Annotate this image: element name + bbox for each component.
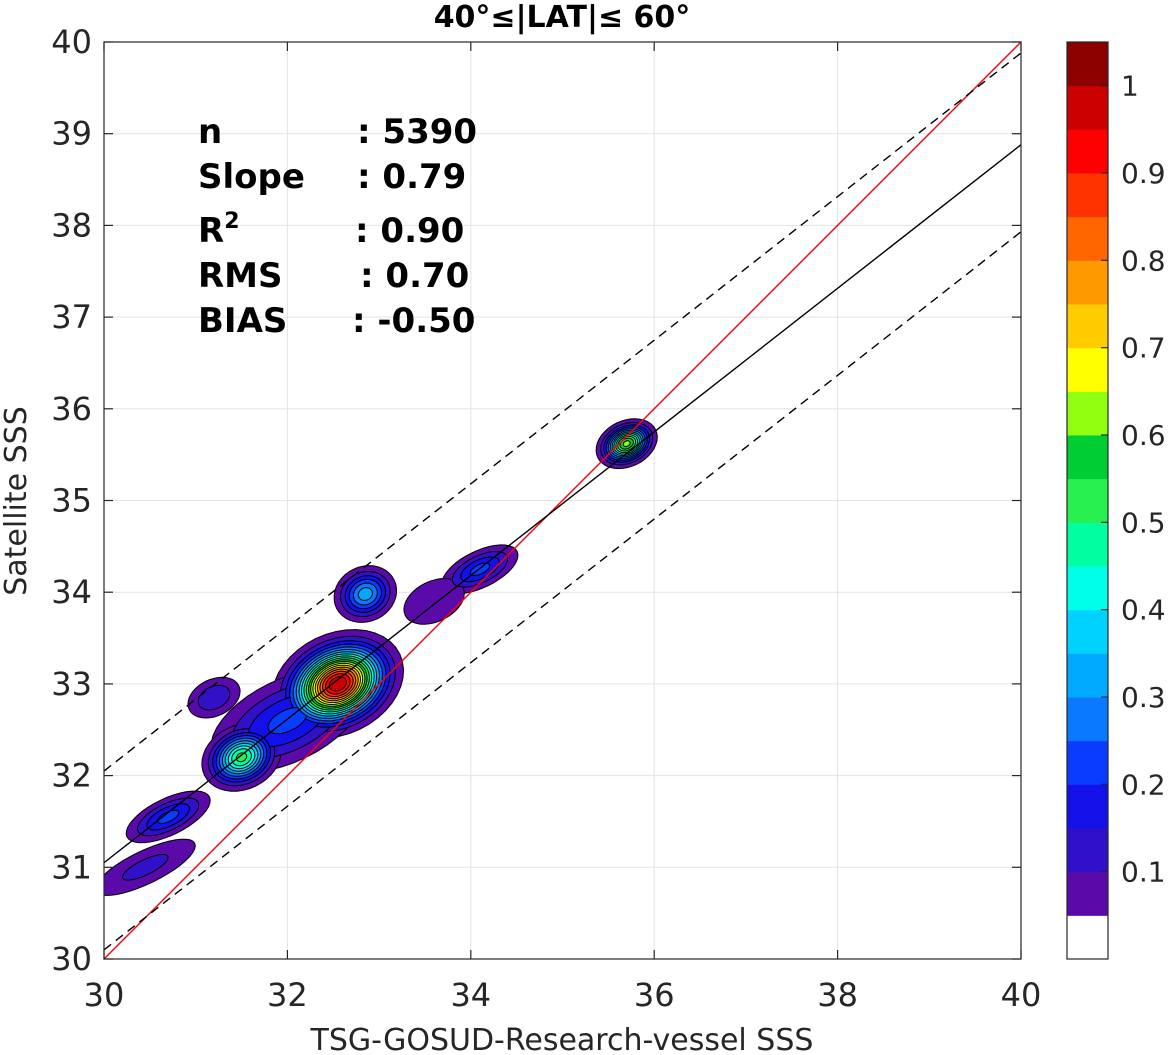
colorbar-segment [1067,609,1108,654]
y-tick-label: 39 [51,115,92,153]
colorbar-segment [1067,915,1108,960]
density-contour [121,854,169,881]
y-tick-label: 37 [51,298,92,336]
y-tick-label: 31 [51,848,92,886]
colorbar-segment [1067,260,1108,305]
colorbar-tick-label: 0.5 [1121,506,1166,539]
stat-r2-label: R2 [198,209,240,251]
y-tick-label: 32 [51,757,92,795]
reference-line-fit [104,144,1021,864]
y-tick-label: 34 [51,573,92,611]
colorbar-segment [1067,828,1108,873]
x-tick-label: 36 [634,976,675,1014]
y-tick-labels: 30 31 32 33 34 35 36 37 38 39 40 [51,23,92,978]
colorbar-segment [1067,653,1108,698]
x-tick-label: 40 [1001,976,1042,1014]
colorbar [1066,41,1109,960]
colorbar-tick-label: 0.9 [1121,157,1166,190]
y-axis-title: Satellite SSS [0,406,34,596]
colorbar-tick-label: 1 [1121,70,1139,103]
stat-bias-label: BIAS [198,301,287,341]
stat-rms-value: : 0.70 [360,256,469,296]
colorbar-segment [1067,566,1108,611]
y-tick-label: 36 [51,390,92,428]
colorbar-tick-label: 0.8 [1121,244,1166,277]
x-tick-labels: 30 32 34 36 38 40 [84,976,1042,1014]
x-tick-label: 32 [267,976,308,1014]
colorbar-segment [1067,42,1108,87]
y-tick-label: 38 [51,206,92,244]
density-contour [328,676,347,692]
colorbar-tick-label: 0.6 [1121,419,1166,452]
density-contour [357,587,373,601]
colorbar-segment [1067,697,1108,742]
stat-r2-base: R [198,211,224,251]
y-tick-label: 40 [51,23,92,61]
colorbar-segment [1067,85,1108,130]
colorbar-segment [1067,522,1108,567]
colorbar-tick-label: 0.3 [1121,681,1166,714]
colorbar-segment [1067,304,1108,349]
colorbar-segment [1067,173,1108,218]
stat-n-label: n [198,112,222,152]
stat-n-value: : 5390 [357,112,477,152]
stat-r2-value: : 0.90 [355,211,464,251]
lines-clip-group [104,42,1021,959]
stat-r2-superscript: 2 [224,209,239,234]
plot-axes [103,41,1022,960]
density-contour [622,440,631,447]
chart-title: 40°≤|LAT|≤ 60° [434,0,691,35]
colorbar-segment [1067,478,1108,523]
stat-rms-label: RMS [198,256,283,296]
colorbar-segment [1067,740,1108,785]
density-contour [197,684,231,711]
colorbar-tick-label: 0.7 [1121,332,1166,365]
stat-slope-value: : 0.79 [357,157,466,197]
stat-bias-value: : -0.50 [352,301,475,341]
reference-line-1-1 [104,42,1021,959]
x-tick-label: 34 [450,976,491,1014]
reference-lines [104,42,1021,959]
colorbar-segment [1067,347,1108,392]
colorbar-segment [1067,435,1108,480]
stats-box: n : 5390 Slope : 0.79 R2 : 0.90 RMS : 0.… [198,112,477,341]
x-tick-label: 30 [84,976,125,1014]
colorbar-segment [1067,784,1108,829]
colorbar-tick-label: 0.4 [1121,594,1166,627]
colorbar-segment [1067,129,1108,174]
colorbar-segment [1067,391,1108,436]
stat-slope-label: Slope [198,157,305,197]
x-axis-title: TSG-GOSUD-Research-vessel SSS [310,1023,814,1055]
colorbar-tick-label: 0.1 [1121,856,1166,889]
y-tick-label: 33 [51,665,92,703]
density-contour [156,809,180,824]
y-tick-label: 30 [51,940,92,978]
x-tick-label: 38 [817,976,858,1014]
colorbar-frame [1066,41,1109,960]
colorbar-tick-labels: 0.1 0.2 0.3 0.4 0.5 0.6 0.7 0.8 0.9 1 [1101,70,1166,889]
colorbar-segment [1067,216,1108,261]
colorbar-tick-label: 0.2 [1121,768,1166,801]
y-tick-label: 35 [51,482,92,520]
colorbar-segment [1067,871,1108,916]
